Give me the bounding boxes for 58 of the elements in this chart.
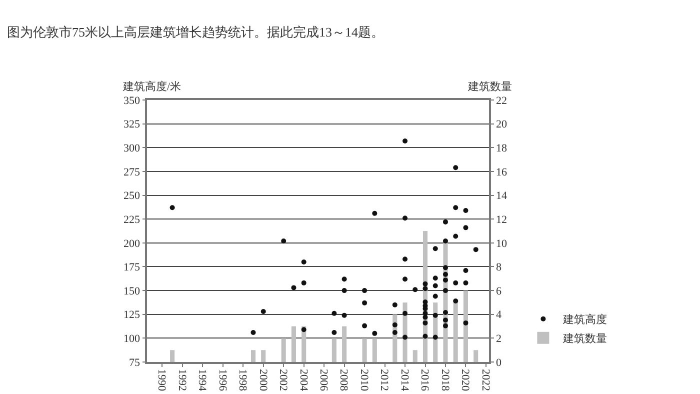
x-tick-label: 2020 [459, 368, 472, 392]
y2-tick-label: 10 [496, 238, 508, 250]
bar [412, 350, 418, 362]
bar [170, 350, 175, 362]
bar [342, 326, 347, 362]
y2-tick-label: 20 [496, 118, 508, 131]
x-tick-label: 2002 [277, 368, 290, 391]
y-tick-label: 100 [124, 333, 141, 346]
y-tick-label: 250 [124, 190, 141, 202]
y-tick-label: 75 [129, 356, 141, 369]
x-tick-label: 2000 [256, 368, 269, 392]
bar [362, 338, 367, 362]
bar [463, 290, 468, 362]
bar [332, 338, 336, 362]
bar [474, 350, 478, 362]
x-tick-label: 1994 [196, 368, 208, 392]
y-tick-label: 150 [124, 285, 141, 298]
bar [372, 338, 377, 362]
x-tick-label: 1998 [236, 368, 249, 392]
bar [250, 350, 256, 362]
bar [291, 326, 296, 362]
y-tick-label: 325 [124, 118, 141, 131]
y2-tick-label: 12 [496, 214, 507, 226]
x-tick-label: 2016 [418, 368, 431, 392]
legend-label: 建筑数量 [562, 332, 608, 346]
x-tick-label: 1992 [176, 368, 188, 391]
y-tick-label: 125 [124, 309, 141, 322]
bar [261, 350, 266, 362]
y2-tick-label: 6 [496, 285, 502, 298]
y-tick-label: 350 [124, 94, 141, 107]
x-tick-label: 2022 [479, 368, 492, 391]
bar [281, 338, 286, 362]
x-tick-label: 2018 [438, 368, 451, 392]
x-tick-label: 2008 [338, 368, 350, 392]
x-tick-label: 2010 [358, 368, 370, 392]
y-tick-label: 200 [124, 238, 141, 250]
x-tick-label: 2004 [297, 368, 310, 392]
y2-tick-label: 0 [496, 356, 502, 369]
y2-tick-label: 14 [496, 190, 508, 202]
x-tick-label: 2014 [398, 368, 410, 392]
y-tick-label: 175 [124, 262, 141, 274]
x-tick-label: 1990 [156, 368, 168, 392]
chart-title: 图为伦敦市75米以上高层建筑增长趋势统计。据此完成13～14题。 [7, 24, 384, 40]
x-tick-label: 2012 [378, 368, 390, 391]
y2-tick-label: 16 [496, 166, 508, 178]
y2-axis-title: 建筑数量 [467, 80, 512, 93]
x-tick-label: 2006 [317, 368, 330, 392]
y-axis-title: 建筑高度/米 [122, 80, 182, 93]
y-tick-label: 275 [124, 166, 141, 178]
x-tick-label: 1996 [216, 368, 228, 392]
y2-tick-label: 4 [496, 309, 502, 322]
y2-tick-label: 8 [496, 262, 502, 274]
y-tick-label: 300 [124, 142, 141, 154]
y-tick-label: 225 [124, 214, 141, 226]
y2-tick-label: 18 [496, 142, 508, 154]
legend-label: 建筑高度 [562, 313, 608, 326]
y2-tick-label: 22 [496, 94, 507, 107]
y2-tick-label: 2 [496, 333, 502, 346]
